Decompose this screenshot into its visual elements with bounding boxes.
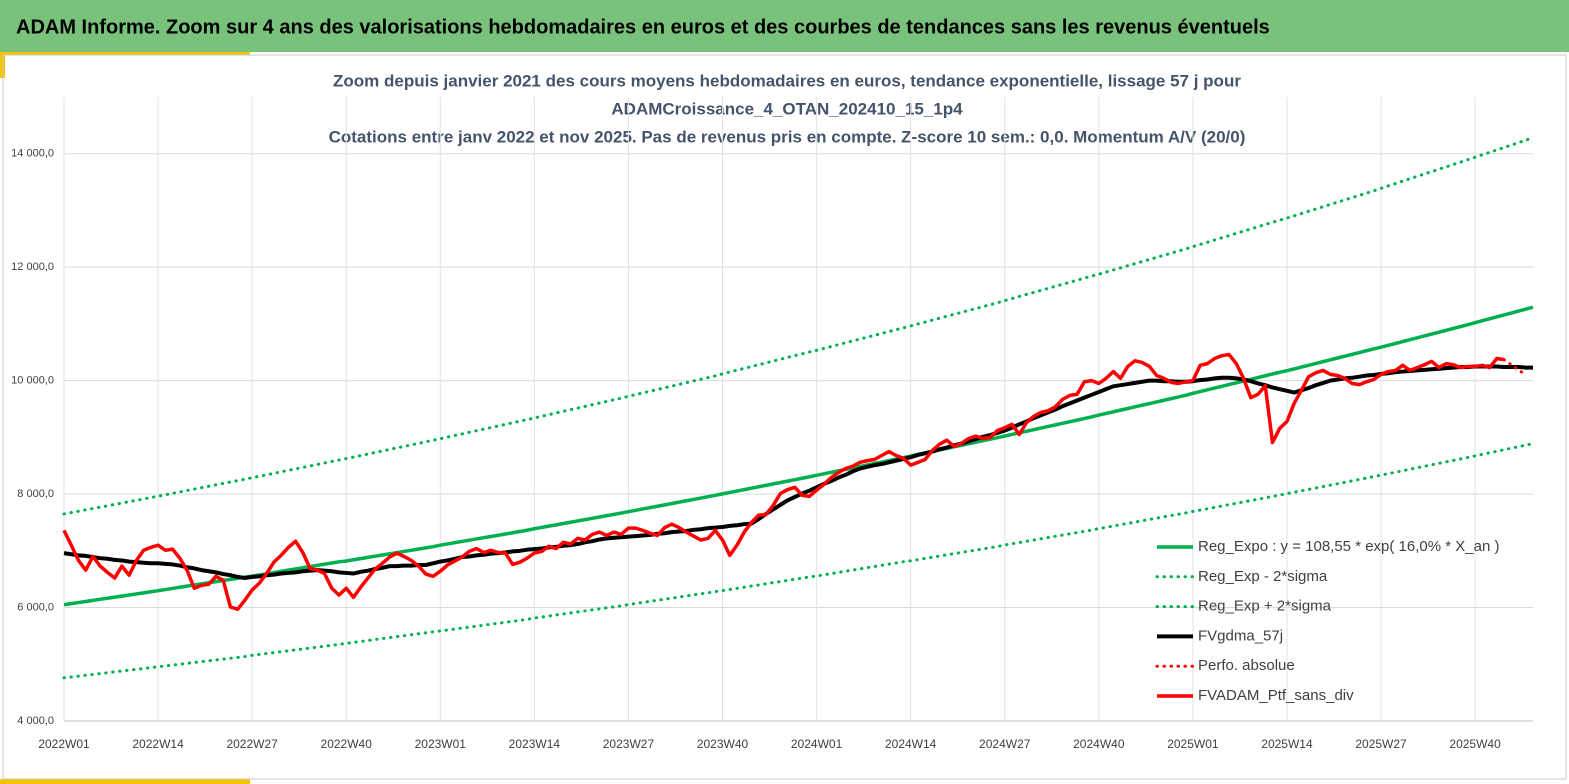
y-tick-label: 12 000,0	[11, 261, 54, 273]
legend-label: Reg_Expo : y = 108,55 * exp( 16,0% * X_a…	[1198, 538, 1499, 555]
series-line	[63, 364, 1533, 581]
series-line	[62, 442, 1535, 680]
series-line	[62, 136, 1535, 516]
accent	[5, 52, 250, 55]
x-tick-label: 2024W40	[1073, 737, 1125, 751]
legend-label: Reg_Exp + 2*sigma	[1198, 598, 1332, 615]
series-line	[63, 305, 1534, 607]
legend-label: FVgdma_57j	[1198, 627, 1283, 644]
x-tick-label: 2024W01	[791, 737, 843, 751]
x-tick-label: 2025W14	[1261, 737, 1313, 751]
legend-label: Reg_Exp - 2*sigma	[1198, 568, 1328, 585]
legend-label: FVADAM_Ptf_sans_div	[1198, 687, 1354, 704]
x-tick-label: 2022W40	[321, 737, 373, 751]
x-tick-label: 2023W27	[603, 737, 655, 751]
y-tick-label: 8 000,0	[17, 488, 54, 500]
x-tick-label: 2023W01	[415, 737, 467, 751]
x-tick-label: 2024W14	[885, 737, 937, 751]
x-tick-label: 2022W14	[132, 737, 184, 751]
x-tick-label: 2023W14	[509, 737, 561, 751]
chart-frame	[2, 54, 1567, 780]
x-tick-label: 2024W27	[979, 737, 1031, 751]
y-tick-label: 10 000,0	[11, 375, 54, 387]
x-tick-label: 2025W40	[1449, 737, 1501, 751]
x-tick-label: 2025W27	[1355, 737, 1407, 751]
y-tick-label: 4 000,0	[17, 715, 54, 727]
accent	[0, 779, 250, 784]
x-tick-label: 2023W40	[697, 737, 749, 751]
x-tick-label: 2022W27	[226, 737, 278, 751]
legend-label: Perfo. absolue	[1198, 657, 1295, 674]
series-line	[62, 352, 1505, 611]
x-tick-label: 2025W01	[1167, 737, 1219, 751]
y-tick-label: 6 000,0	[17, 601, 54, 613]
y-tick-label: 14 000,0	[11, 148, 54, 160]
series-line	[1502, 358, 1528, 377]
header-bar	[0, 0, 1569, 52]
x-tick-label: 2022W01	[38, 737, 90, 751]
chart-title: Zoom depuis janvier 2021 des cours moyen…	[333, 71, 1241, 90]
chart-title: ADAMCroissance_4_OTAN_202410_15_1p4	[611, 99, 963, 118]
chart-title: Cotations entre janv 2022 et nov 2025. P…	[329, 127, 1246, 146]
page-title: ADAM Informe. Zoom sur 4 ans des valoris…	[16, 16, 1270, 38]
